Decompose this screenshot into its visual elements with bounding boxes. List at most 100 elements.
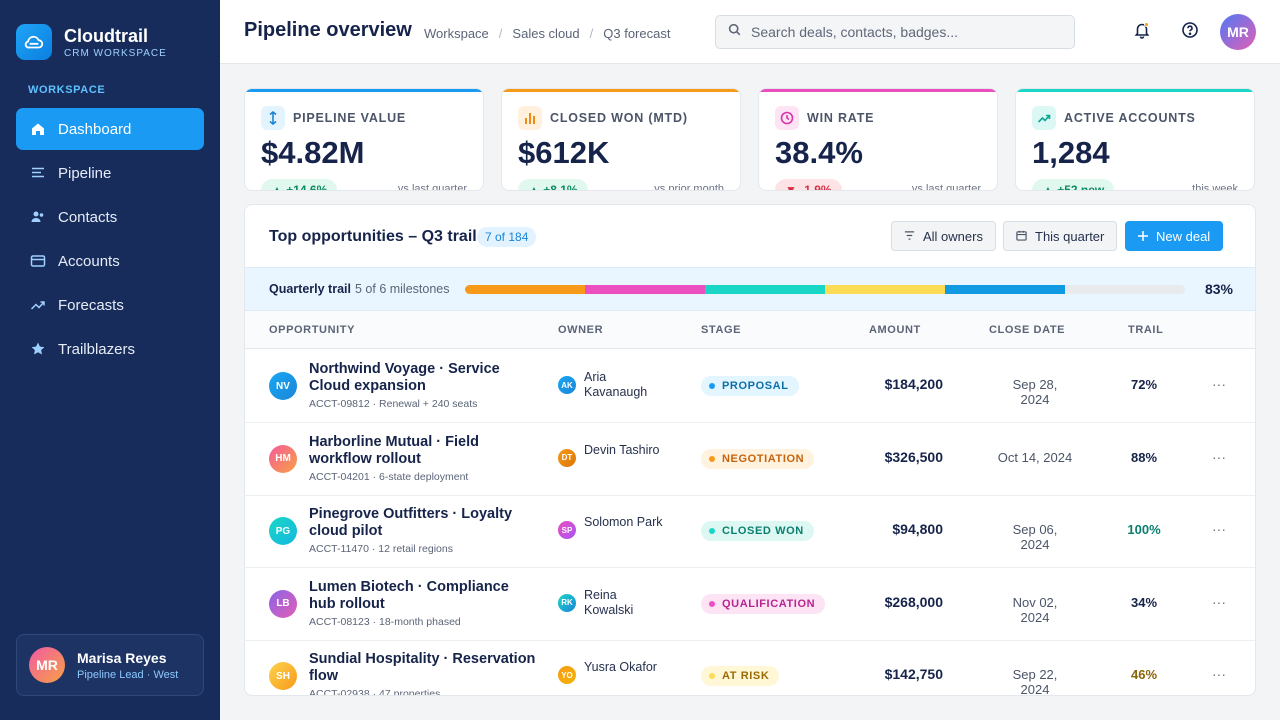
more-actions-icon[interactable]: ··· [1212,448,1226,465]
owner-avatar: RK [558,593,576,612]
breadcrumb-item[interactable]: Workspace [424,26,489,41]
sidebar-item-contacts[interactable]: Contacts [16,196,204,238]
new-deal-button[interactable]: New deal [1125,221,1224,251]
table-row[interactable]: SH Sundial Hospitality · Reservation flo… [245,640,1255,696]
kpi-accent-bar [759,89,997,92]
opportunity-meta: ACCT-08123 · 18-month phased [309,615,461,628]
owner-name: Solomon Park [584,515,663,530]
brand-subtitle: CRM WORKSPACE [64,47,167,59]
table-row[interactable]: NV Northwind Voyage · Service Cloud expa… [245,350,1255,423]
stage-badge: QUALIFICATION [701,593,826,614]
owner-name: Aria Kavanaugh [584,370,648,399]
sidebar: Cloudtrail CRM WORKSPACE WORKSPACE Dashb… [0,0,220,720]
opportunity-meta: ACCT-02938 · 47 properties [309,688,441,696]
sidebar-item-label: Forecasts [58,296,124,314]
account-avatar: LB [269,589,297,618]
opportunity-name[interactable]: Harborline Mutual · Field workflow rollo… [309,433,479,467]
breadcrumb-item[interactable]: Q3 forecast [603,26,671,41]
owner-avatar: SP [558,521,576,540]
opportunity-name[interactable]: Pinegrove Outfitters · Loyalty cloud pil… [309,506,513,540]
owner-name: Devin Tashiro [584,442,660,457]
kpi-delta: ▲ +52 new [1032,179,1115,190]
deal-amount: $184,200 [884,376,943,392]
stage-badge: CLOSED WON [701,521,814,542]
search-icon [728,23,741,41]
kpi-value: $4.82M [261,135,365,170]
more-actions-icon[interactable]: ··· [1212,376,1226,392]
trail-segment [705,285,825,294]
table-row[interactable]: HM Harborline Mutual · Field workflow ro… [245,423,1255,496]
search-input[interactable] [751,24,1061,40]
opportunity-meta: ACCT-09812 · Renewal + 240 seats [309,398,478,410]
kpi-card-win-rate[interactable]: WIN RATE 38.4% ▼ -1.9% vs last quarter [758,88,998,191]
trail-milestones: 5 of 6 milestones [355,282,450,296]
deal-amount: $142,750 [884,666,943,683]
stage-dot-icon [709,528,715,535]
opportunity-name[interactable]: Northwind Voyage · Service Cloud expansi… [309,361,500,394]
count-badge: 7 of 184 [477,227,537,247]
kpi-card-closed-won[interactable]: CLOSED WON (MTD) $612K ▲ +8.1% vs prior … [501,88,741,191]
column-header[interactable]: TRAIL [1128,324,1164,336]
avatar[interactable]: MR [1220,14,1256,50]
kpi-note: vs last quarter [911,183,981,191]
column-header[interactable]: OPPORTUNITY [269,324,356,336]
close-date: Sep 28, 2024 [1012,377,1058,407]
user-card[interactable]: MR Marisa Reyes Pipeline Lead · West [16,634,204,696]
trail-percent: 100% [1127,522,1161,538]
plus-icon [1138,229,1156,244]
sidebar-item-dashboard[interactable]: Dashboard [16,108,204,150]
opportunities-panel: Top opportunities – Q3 trail 7 of 184 Al… [244,204,1256,696]
owner-avatar: AK [558,376,576,394]
kpi-accent-bar [1016,89,1254,92]
trail-percent: 72% [1130,377,1158,392]
kpi-note: vs last quarter [397,183,467,191]
kpi-label: ACTIVE ACCOUNTS [1064,111,1196,125]
more-actions-icon[interactable]: ··· [1212,666,1226,683]
opportunity-meta: ACCT-11470 · 12 retail regions [309,543,453,556]
kpi-delta: ▲ +14.6% [261,179,338,190]
bar-chart-icon [518,106,542,130]
breadcrumb-separator: / [589,26,594,41]
quarterly-trail: Quarterly trail 5 of 6 milestones 83% [245,267,1255,311]
sidebar-item-label: Trailblazers [58,340,135,358]
account-avatar: HM [269,444,297,473]
sidebar-item-label: Contacts [58,208,118,226]
sidebar-item-pipeline[interactable]: Pipeline [16,152,204,194]
kpi-label: PIPELINE VALUE [293,111,407,125]
breadcrumb-separator: / [498,26,503,41]
sidebar-item-forecasts[interactable]: Forecasts [16,284,204,326]
opportunity-name[interactable]: Sundial Hospitality · Reservation flow [309,651,536,685]
stage-dot-icon [709,455,715,462]
column-header[interactable]: STAGE [701,324,742,336]
kpi-card-pipeline-value[interactable]: PIPELINE VALUE $4.82M ▲ +14.6% vs last q… [244,88,484,191]
sidebar-nav: Dashboard Pipeline Contacts Accounts For… [16,108,204,372]
trail-percent: 46% [1130,667,1158,683]
owners-filter-button[interactable]: All owners [891,221,996,251]
owner-avatar: YO [558,666,576,685]
period-filter-button[interactable]: This quarter [1003,221,1118,251]
breadcrumb: Workspace / Sales cloud / Q3 forecast [424,26,670,41]
column-header[interactable]: OWNER [558,324,604,336]
kpi-card-active-accounts[interactable]: ACTIVE ACCOUNTS 1,284 ▲ +52 new this wee… [1015,88,1255,191]
column-header[interactable]: CLOSE DATE [989,324,1066,336]
trail-segment [465,285,585,294]
trail-segment [585,285,705,294]
sidebar-item-trailblazers[interactable]: Trailblazers [16,328,204,370]
help-button[interactable] [1178,20,1202,44]
more-actions-icon[interactable]: ··· [1212,593,1226,610]
kpi-value: $612K [518,135,610,170]
stage-dot-icon [709,600,715,607]
table-header: OPPORTUNITY OWNER STAGE AMOUNT CLOSE DAT… [245,311,1255,349]
table-row[interactable]: LB Lumen Biotech · Compliance hub rollou… [245,568,1255,641]
column-header[interactable]: AMOUNT [869,324,921,336]
trend-icon [30,297,46,313]
sidebar-item-accounts[interactable]: Accounts [16,240,204,282]
breadcrumb-item[interactable]: Sales cloud [512,26,580,41]
brand[interactable]: Cloudtrail CRM WORKSPACE [16,24,167,60]
opportunity-name[interactable]: Lumen Biotech · Compliance hub rollout [309,578,509,612]
bell-icon [1133,21,1151,44]
table-row[interactable]: PG Pinegrove Outfitters · Loyalty cloud … [245,495,1255,569]
user-role: Pipeline Lead · West [77,668,179,681]
notification-button[interactable] [1130,20,1154,44]
more-actions-icon[interactable]: ··· [1212,521,1226,538]
